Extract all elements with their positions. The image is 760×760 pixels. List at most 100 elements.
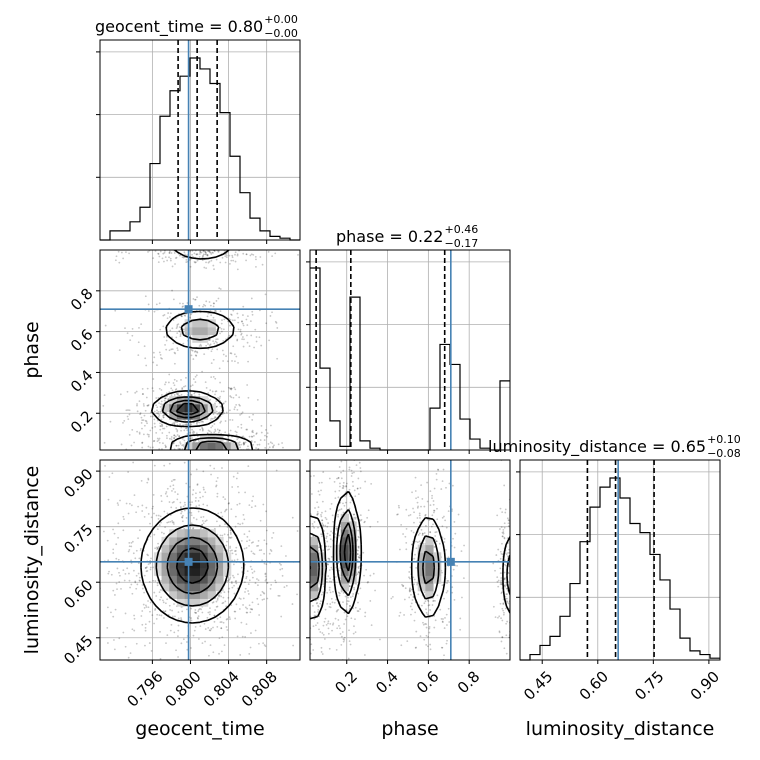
- sample-point: [186, 451, 188, 453]
- sample-point: [226, 526, 229, 528]
- sample-point: [172, 523, 175, 525]
- sample-point: [218, 450, 220, 452]
- sample-point: [175, 336, 178, 339]
- x-axis-label-geocent_time: geocent_time: [135, 718, 264, 740]
- sample-point: [313, 474, 315, 477]
- sample-point: [518, 623, 520, 625]
- sample-point: [419, 521, 421, 524]
- sample-point: [122, 257, 125, 260]
- sample-point: [356, 553, 359, 556]
- sample-point: [163, 251, 166, 254]
- density-cell: [215, 575, 224, 584]
- sample-point: [233, 248, 235, 250]
- sample-point: [343, 623, 346, 625]
- sample-point: [240, 463, 242, 465]
- sample-point: [225, 544, 228, 547]
- sample-point: [141, 584, 144, 586]
- sample-point: [196, 616, 199, 619]
- sample-point: [194, 298, 196, 301]
- sample-point: [296, 593, 298, 596]
- sample-point: [131, 451, 133, 453]
- sample-point: [503, 536, 506, 539]
- sample-point: [118, 571, 120, 574]
- sample-point: [164, 602, 167, 605]
- sample-point: [303, 540, 305, 542]
- sample-point: [505, 652, 508, 655]
- sample-point: [128, 548, 131, 551]
- sample-point: [426, 599, 429, 602]
- sample-point: [265, 563, 268, 566]
- sample-point: [190, 617, 193, 619]
- sample-point: [307, 558, 309, 560]
- sample-point: [219, 332, 221, 335]
- sample-point: [430, 525, 433, 528]
- sample-point: [200, 516, 203, 519]
- sample-point: [445, 526, 448, 529]
- sample-point: [207, 250, 209, 253]
- sample-point: [501, 531, 504, 534]
- sample-point: [197, 245, 199, 247]
- sample-point: [409, 566, 412, 569]
- sample-point: [252, 552, 255, 555]
- sample-point: [516, 656, 518, 658]
- sample-point: [305, 564, 307, 566]
- sample-point: [503, 484, 506, 487]
- y-axis-label-luminosity_distance: luminosity_distance: [21, 466, 43, 655]
- sample-point: [123, 420, 126, 422]
- sample-point: [513, 622, 515, 624]
- sample-point: [194, 351, 196, 353]
- sample-point: [169, 485, 172, 488]
- sample-point: [230, 455, 232, 457]
- sample-point: [298, 671, 300, 673]
- sample-point: [316, 622, 319, 624]
- sample-point: [322, 583, 324, 586]
- sample-point: [233, 576, 235, 579]
- sample-point: [110, 611, 112, 614]
- sample-point: [515, 569, 517, 571]
- sample-point: [110, 464, 112, 466]
- sample-point: [257, 579, 260, 582]
- sample-point: [503, 577, 506, 580]
- density-cell: [425, 552, 434, 561]
- sample-point: [168, 501, 171, 503]
- sample-point: [287, 535, 289, 537]
- sample-point: [225, 355, 227, 357]
- sample-point: [255, 447, 258, 450]
- sample-point: [157, 542, 159, 545]
- sample-point: [360, 518, 363, 521]
- sample-point: [463, 544, 465, 547]
- sample-point: [501, 535, 504, 538]
- density-cell: [310, 583, 319, 592]
- density-cell: [192, 529, 201, 538]
- sample-point: [446, 590, 449, 592]
- sample-point: [342, 502, 344, 505]
- pair-panel-luminosity_distance-vs-phase: [287, 460, 520, 673]
- sample-point: [219, 241, 221, 243]
- sample-point: [442, 468, 445, 471]
- density-cell: [425, 575, 434, 584]
- sample-point: [331, 623, 334, 626]
- sample-point: [233, 461, 235, 463]
- sample-point: [514, 555, 516, 557]
- sample-point: [103, 441, 106, 444]
- sample-point: [135, 642, 138, 645]
- sample-point: [328, 647, 331, 650]
- sample-point: [214, 340, 217, 343]
- sample-point: [189, 258, 192, 260]
- sample-point: [141, 623, 144, 626]
- sample-point: [242, 252, 245, 255]
- sample-point: [307, 551, 309, 553]
- sample-point: [112, 548, 115, 551]
- sample-point: [272, 445, 275, 448]
- density-cell: [348, 567, 357, 576]
- sample-point: [228, 433, 230, 435]
- sample-point: [304, 568, 306, 570]
- sample-point: [215, 400, 218, 403]
- sample-point: [329, 622, 332, 625]
- sample-point: [159, 630, 161, 633]
- sample-point: [142, 433, 145, 436]
- sample-point: [226, 360, 229, 363]
- sample-point: [192, 634, 195, 637]
- sample-point: [185, 608, 188, 611]
- density-cell: [200, 411, 209, 420]
